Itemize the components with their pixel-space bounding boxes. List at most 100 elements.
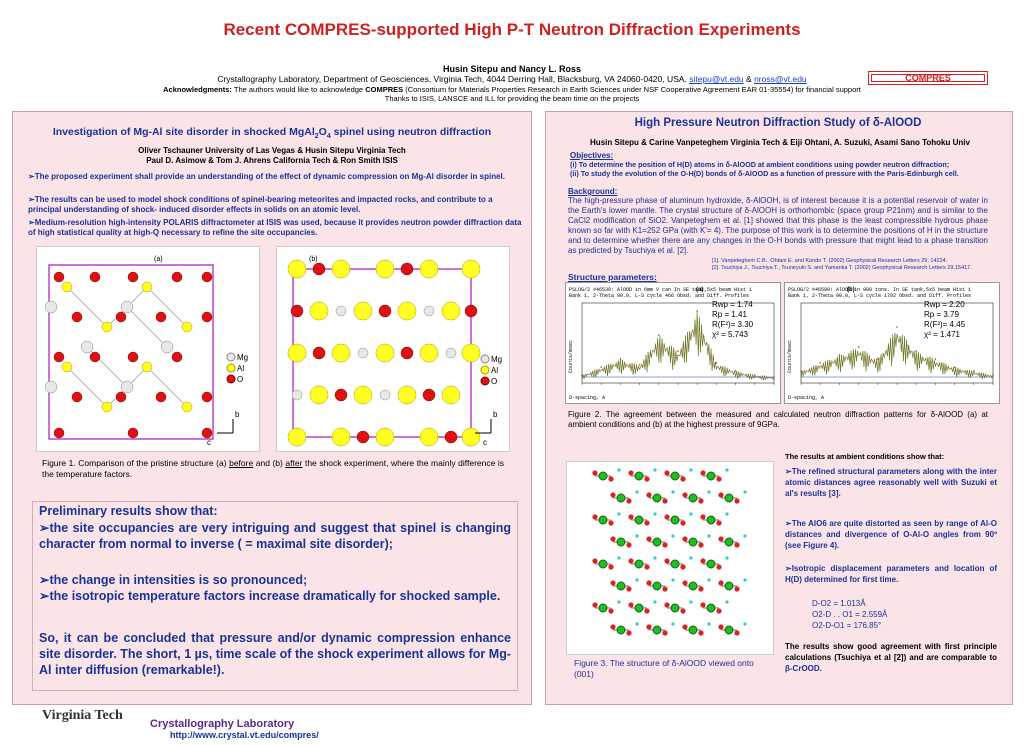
fig3-o-atom: [628, 602, 634, 608]
fig3-d-atom: [671, 490, 675, 494]
fig3-al-atom: [670, 471, 680, 481]
left-title-end: spinel using neutron diffraction: [330, 126, 492, 138]
fig3-al-atom: [652, 493, 662, 503]
fig3-al-atom: [724, 493, 734, 503]
chart-a-point: [773, 376, 775, 378]
fig3-o-atom: [718, 536, 724, 542]
fig3-al-atom: [616, 537, 626, 547]
fig3-o-atom: [716, 564, 722, 570]
fig3-al-atom: [616, 493, 626, 503]
fig3-o-atom: [680, 476, 686, 482]
results-title: The results at ambient conditions show t…: [785, 452, 945, 461]
chart-b-point: [896, 326, 898, 328]
chart-b-point: [992, 374, 994, 376]
ack-thanks: Thanks to ISIS, LANSCE and ILL for provi…: [384, 94, 640, 103]
fig3-al-atom: [688, 581, 698, 591]
chart-b-point: [800, 370, 802, 372]
stats-b-chi2: χ² = 1.471: [924, 330, 960, 339]
fig3-o-atom: [592, 470, 598, 476]
ack-label: Acknowledgments:: [163, 85, 232, 94]
fig3-d-atom: [707, 534, 711, 538]
stats-b-rf2: R(F²)= 4.45: [924, 320, 966, 329]
fig3-o-atom: [610, 580, 616, 586]
fig3-o-atom: [626, 498, 632, 504]
diffraction-chart-a: PSLOG/2 #46539: AlOOD in 6mm V can In SE…: [568, 287, 775, 401]
fig1a-structure: Mg Al O (a) b c: [36, 246, 260, 452]
fig3-o-atom: [664, 602, 670, 608]
fig3-d-atom: [707, 622, 711, 626]
amp: &: [746, 74, 752, 84]
fig3-o-atom: [646, 580, 652, 586]
fig3-d-atom: [689, 600, 693, 604]
chart-a-point: [581, 374, 583, 376]
compres-logo: COMPRES: [868, 71, 988, 85]
chart-b-point: [819, 362, 821, 364]
fig3-o-atom: [608, 608, 614, 614]
poster-title: Recent COMPRES-supported High P-T Neutro…: [223, 20, 801, 39]
email-ross-link[interactable]: nross@vt.edu: [754, 74, 807, 84]
fig3-o-atom: [646, 492, 652, 498]
left-bullet-2: ➢The results can be used to model shock …: [28, 195, 493, 214]
fig3-d-atom: [671, 622, 675, 626]
fig3-o-atom: [682, 624, 688, 630]
fig3-o-atom: [610, 492, 616, 498]
fig3-o-atom: [734, 542, 740, 548]
final-text: The results show good agreement with fir…: [785, 641, 997, 674]
fig3-al-atom: [616, 625, 626, 635]
fig3-o-atom: [646, 624, 652, 630]
result-1: ➢The refined structural parameters along…: [785, 467, 997, 498]
footer-url-link[interactable]: http://www.crystal.vt.edu/compres/: [170, 730, 319, 740]
fig3-o-atom: [680, 608, 686, 614]
fig3-al-atom: [616, 581, 626, 591]
fig3-d-atom: [635, 578, 639, 582]
fig3-o-atom: [626, 586, 632, 592]
fig3-o-atom: [662, 542, 668, 548]
chart-a-point: [696, 310, 698, 312]
fig3-d-atom: [743, 534, 747, 538]
fig3-al-atom: [688, 493, 698, 503]
fig3-o-atom: [716, 476, 722, 482]
fig3-o-atom: [662, 586, 668, 592]
legend-b-o: O: [491, 377, 497, 386]
fig3-al-atom: [670, 603, 680, 613]
result-2: ➢The AlO6 are quite distorted as seen by…: [785, 519, 997, 550]
fig3-al-atom: [652, 581, 662, 591]
fig3-o-atom: [716, 520, 722, 526]
chart-a-ylabel: Counts/msec: [568, 340, 574, 373]
stats-b-rp: Rp = 3.79: [924, 310, 959, 319]
chart-a-point: [677, 350, 679, 352]
chart-b-point: [838, 354, 841, 356]
fig3-d-atom: [617, 600, 621, 604]
aloh-structure-image: [592, 468, 747, 636]
fig1b-label: (b): [309, 256, 318, 263]
fig3-al-atom: [706, 471, 716, 481]
fig3-d-atom: [707, 490, 711, 494]
fig3-al-atom: [706, 603, 716, 613]
legend-b-al: Al: [491, 366, 498, 375]
fig3-d-atom: [725, 468, 729, 472]
left-bullet-3: ➢Medium-resolution high-intensity POLARI…: [28, 218, 522, 237]
email-sitepu-link[interactable]: sitepu@vt.edu: [689, 74, 744, 84]
chart-a-point: [619, 358, 622, 360]
stats-a-rf2: R(F²)= 3.30: [712, 320, 754, 329]
distance-3: O2-D-O1 = 176.85°: [812, 621, 882, 630]
structure-params-label: Structure parameters:: [568, 272, 657, 282]
chart-b-label: (b): [847, 287, 855, 293]
fig1b-axis-b: b: [493, 410, 498, 419]
chart-b-xlabel: D-spacing, A: [788, 395, 824, 401]
fig3-o-atom: [608, 520, 614, 526]
authors: Husin Sitepu and Nancy L. Ross: [442, 64, 582, 74]
fig3-o-atom: [664, 470, 670, 476]
ref-1: [1]. Vanpeteghem C.B., Ohtani E. and Kon…: [712, 258, 948, 264]
fig3-al-atom: [652, 625, 662, 635]
preliminary-results-box: Preliminary results show that: ➢the site…: [32, 501, 518, 691]
fig3-o-atom: [700, 602, 706, 608]
fig3-o-atom: [646, 536, 652, 542]
result-3: ➢Isotropic displacement parameters and l…: [785, 564, 997, 584]
fig3-al-atom: [652, 537, 662, 547]
fig1-cap-pre: Figure 1. Comparison of the pristine str…: [42, 458, 230, 468]
fig3-d-atom: [617, 468, 621, 472]
chart-a-header2: Bank 1, 2-Theta 90.0, L-S cycle 466 Obsd…: [569, 293, 749, 299]
fig3-d-atom: [653, 468, 657, 472]
fig3-o-atom: [628, 558, 634, 564]
